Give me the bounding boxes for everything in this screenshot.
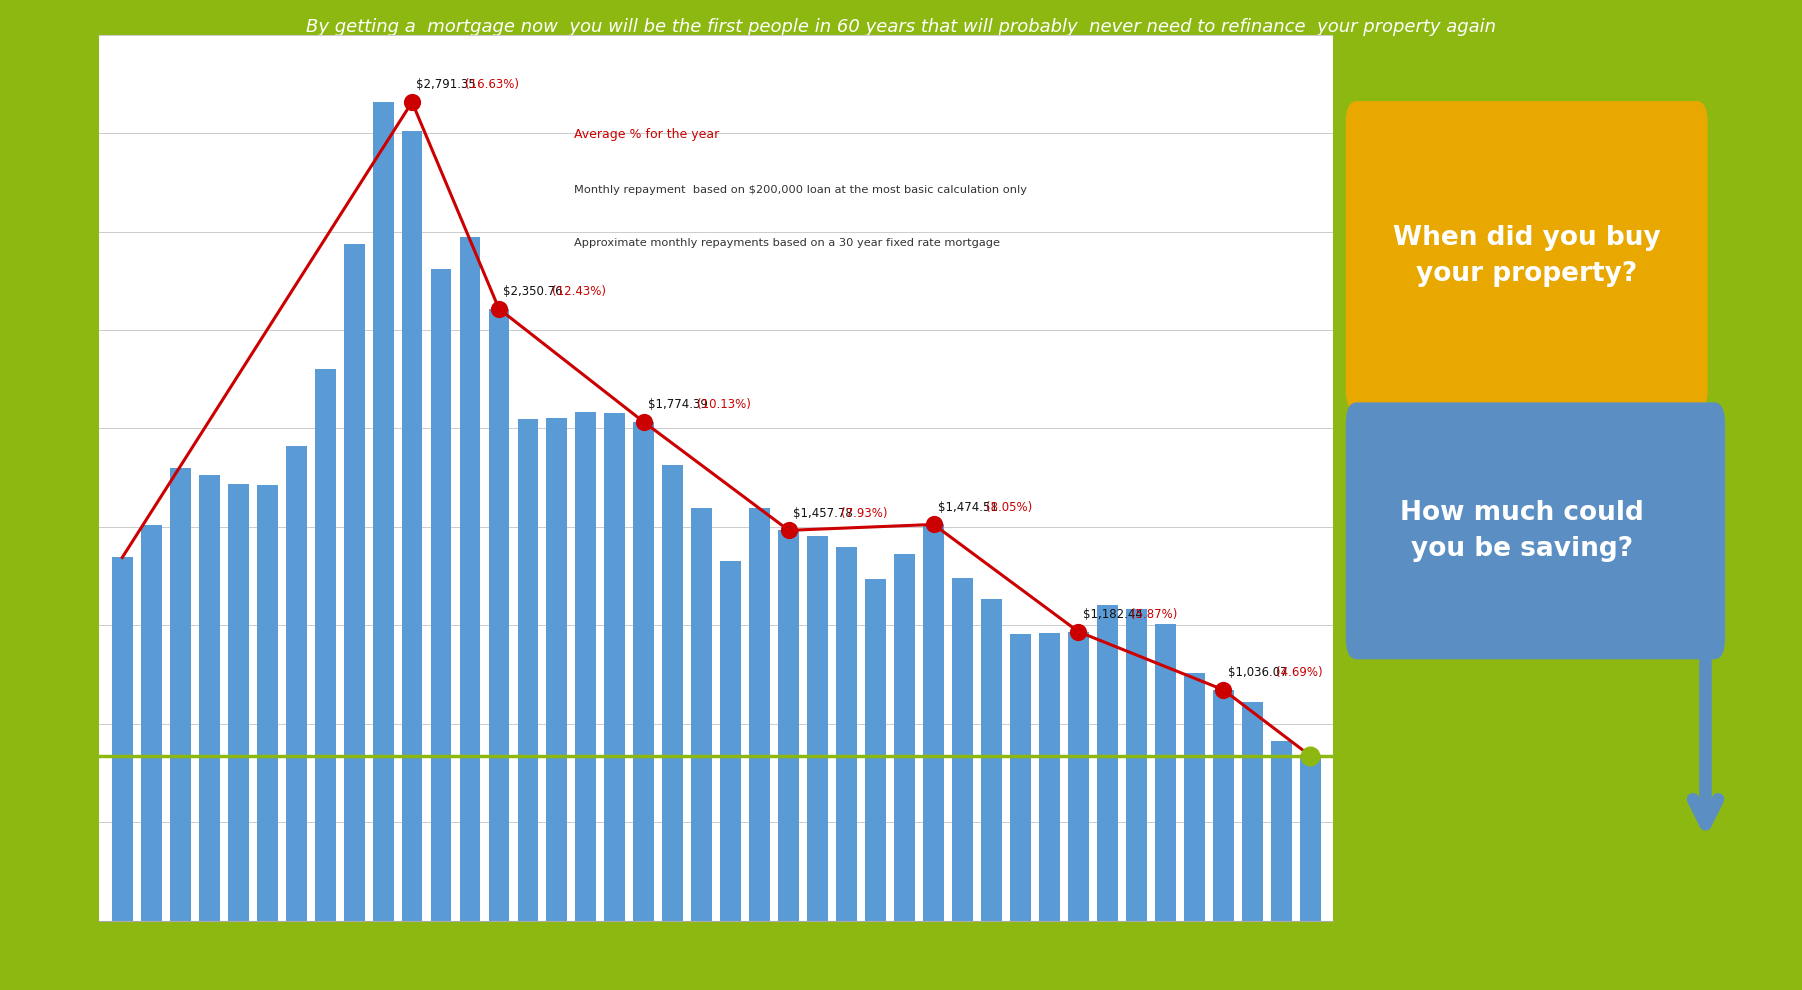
- Bar: [431, 269, 452, 921]
- Text: (12.43%): (12.43%): [551, 285, 605, 298]
- Text: (8.05%): (8.05%): [986, 501, 1033, 514]
- Bar: [1299, 755, 1321, 921]
- Point: [1739, 886, 1768, 902]
- Bar: [980, 599, 1002, 921]
- Bar: [807, 537, 829, 921]
- Text: When did you buy
your property?: When did you buy your property?: [1393, 225, 1661, 287]
- Text: (7.93%): (7.93%): [842, 507, 888, 520]
- Bar: [634, 422, 654, 921]
- Bar: [287, 446, 306, 921]
- Point: [775, 523, 804, 539]
- Text: $1,457.78: $1,457.78: [793, 507, 856, 520]
- Bar: [227, 484, 249, 921]
- Bar: [663, 465, 683, 921]
- Bar: [1155, 624, 1177, 921]
- Bar: [1097, 605, 1117, 921]
- Text: ?: ?: [1723, 678, 1784, 779]
- Bar: [778, 531, 798, 921]
- Bar: [402, 131, 422, 921]
- Bar: [894, 554, 915, 921]
- Point: [398, 94, 427, 110]
- Text: Monthly repayment  based on $200,000 loan at the most basic calculation only: Monthly repayment based on $200,000 loan…: [575, 185, 1027, 195]
- Text: (16.63%): (16.63%): [465, 78, 519, 91]
- Bar: [721, 561, 741, 921]
- Bar: [1213, 690, 1234, 921]
- Bar: [951, 577, 973, 921]
- Bar: [604, 413, 625, 921]
- Text: $1,474.51: $1,474.51: [939, 501, 1002, 514]
- Point: [485, 301, 514, 317]
- Text: $1,774.39: $1,774.39: [649, 398, 712, 411]
- Bar: [1184, 672, 1206, 921]
- Bar: [315, 369, 335, 921]
- Text: $1,182.44: $1,182.44: [1083, 608, 1146, 621]
- Bar: [141, 525, 162, 921]
- Text: Average % for the year: Average % for the year: [575, 128, 719, 141]
- Bar: [1126, 609, 1146, 921]
- Bar: [692, 508, 712, 921]
- Text: How much could
you be saving?: How much could you be saving?: [1400, 500, 1643, 562]
- Bar: [517, 419, 539, 921]
- Bar: [750, 508, 769, 921]
- Bar: [836, 546, 858, 921]
- Bar: [575, 412, 596, 921]
- Text: $1,036.07: $1,036.07: [1227, 666, 1290, 679]
- FancyBboxPatch shape: [1346, 101, 1708, 411]
- Bar: [488, 309, 510, 921]
- FancyBboxPatch shape: [1346, 402, 1725, 659]
- Point: [919, 517, 948, 533]
- Point: [1063, 624, 1092, 640]
- Bar: [1242, 702, 1263, 921]
- Bar: [198, 475, 220, 921]
- Bar: [1270, 741, 1292, 921]
- Text: (5.87%): (5.87%): [1132, 608, 1177, 621]
- Text: (4.69%): (4.69%): [1276, 666, 1323, 679]
- Bar: [923, 525, 944, 921]
- Point: [1209, 682, 1238, 698]
- Text: $2,350.76: $2,350.76: [503, 285, 566, 298]
- Bar: [1069, 632, 1088, 921]
- Bar: [865, 579, 887, 921]
- Bar: [256, 485, 278, 921]
- Text: Approximate monthly repayments based on a 30 year fixed rate mortgage: Approximate monthly repayments based on …: [575, 239, 1000, 248]
- Text: $2,791.35: $2,791.35: [416, 78, 479, 91]
- Bar: [546, 418, 568, 921]
- Bar: [460, 238, 481, 921]
- Point: [1296, 747, 1324, 763]
- Bar: [1040, 634, 1060, 921]
- Bar: [112, 557, 133, 921]
- Text: By getting a  mortgage now  you will be the first people in 60 years that will p: By getting a mortgage now you will be th…: [306, 18, 1496, 37]
- Text: (10.13%): (10.13%): [697, 398, 750, 411]
- Bar: [344, 245, 364, 921]
- Bar: [1011, 634, 1031, 921]
- Point: [629, 414, 658, 430]
- Bar: [373, 102, 393, 921]
- Bar: [169, 468, 191, 921]
